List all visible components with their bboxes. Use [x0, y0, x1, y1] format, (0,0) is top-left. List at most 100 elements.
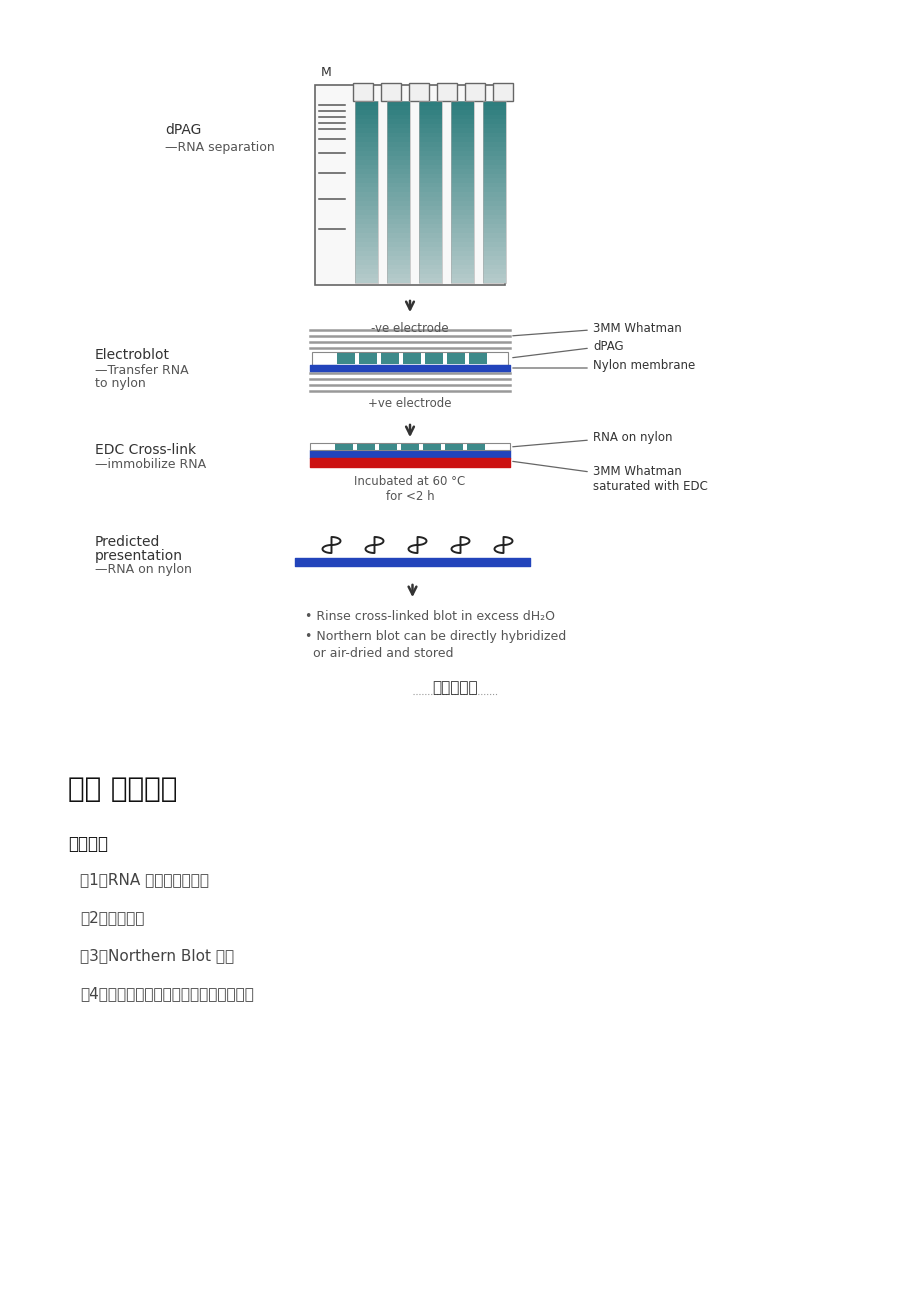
- Polygon shape: [355, 260, 378, 264]
- Polygon shape: [387, 102, 410, 105]
- Polygon shape: [418, 164, 441, 169]
- Text: -ve electrode: -ve electrode: [370, 322, 448, 335]
- Polygon shape: [482, 169, 505, 173]
- Polygon shape: [423, 444, 440, 449]
- Polygon shape: [450, 142, 473, 147]
- Polygon shape: [450, 156, 473, 160]
- Polygon shape: [450, 133, 473, 138]
- Polygon shape: [387, 111, 410, 115]
- Text: —immobilize RNA: —immobilize RNA: [95, 458, 206, 471]
- Polygon shape: [355, 251, 378, 255]
- Polygon shape: [482, 129, 505, 133]
- Polygon shape: [387, 270, 410, 273]
- Polygon shape: [482, 182, 505, 187]
- Polygon shape: [418, 251, 441, 255]
- Polygon shape: [387, 191, 410, 197]
- Polygon shape: [418, 201, 441, 206]
- Polygon shape: [450, 255, 473, 260]
- Polygon shape: [418, 197, 441, 201]
- Polygon shape: [387, 242, 410, 246]
- Polygon shape: [355, 156, 378, 160]
- Polygon shape: [418, 246, 441, 251]
- Polygon shape: [418, 264, 441, 270]
- Text: RNA on nylon: RNA on nylon: [593, 431, 672, 444]
- Polygon shape: [482, 273, 505, 279]
- Polygon shape: [482, 279, 505, 283]
- Polygon shape: [387, 260, 410, 264]
- Polygon shape: [355, 178, 378, 182]
- Text: （3）Northern Blot 实验: （3）Northern Blot 实验: [80, 948, 233, 963]
- Polygon shape: [482, 237, 505, 242]
- Polygon shape: [401, 444, 418, 449]
- Polygon shape: [418, 228, 441, 233]
- Polygon shape: [450, 228, 473, 233]
- Polygon shape: [418, 255, 441, 260]
- Text: dPAG: dPAG: [165, 122, 201, 137]
- Text: • Rinse cross-linked blot in excess dH₂O: • Rinse cross-linked blot in excess dH₂O: [305, 611, 554, 622]
- Polygon shape: [387, 156, 410, 160]
- Text: —RNA separation: —RNA separation: [165, 142, 275, 155]
- Text: to nylon: to nylon: [95, 376, 145, 389]
- Polygon shape: [387, 133, 410, 138]
- Polygon shape: [482, 215, 505, 219]
- Polygon shape: [310, 443, 509, 450]
- Polygon shape: [418, 111, 441, 115]
- Text: Electroblot: Electroblot: [95, 348, 170, 362]
- Polygon shape: [355, 228, 378, 233]
- Polygon shape: [355, 115, 378, 120]
- Polygon shape: [418, 142, 441, 147]
- Polygon shape: [482, 102, 505, 105]
- Text: EDC Cross-link: EDC Cross-link: [95, 443, 196, 457]
- Polygon shape: [482, 191, 505, 197]
- Polygon shape: [482, 233, 505, 237]
- Polygon shape: [403, 353, 421, 365]
- Polygon shape: [355, 201, 378, 206]
- Polygon shape: [355, 242, 378, 246]
- Polygon shape: [387, 237, 410, 242]
- Polygon shape: [387, 219, 410, 224]
- Polygon shape: [482, 124, 505, 129]
- Polygon shape: [469, 353, 486, 365]
- Polygon shape: [482, 105, 505, 111]
- Polygon shape: [447, 353, 464, 365]
- Polygon shape: [450, 178, 473, 182]
- Polygon shape: [418, 242, 441, 246]
- Polygon shape: [418, 147, 441, 151]
- Polygon shape: [418, 151, 441, 156]
- Polygon shape: [450, 164, 473, 169]
- Polygon shape: [482, 210, 505, 215]
- Polygon shape: [387, 251, 410, 255]
- Polygon shape: [387, 182, 410, 187]
- Polygon shape: [482, 260, 505, 264]
- Polygon shape: [418, 191, 441, 197]
- Polygon shape: [450, 260, 473, 264]
- Polygon shape: [450, 246, 473, 251]
- Polygon shape: [418, 215, 441, 219]
- Polygon shape: [418, 124, 441, 129]
- Polygon shape: [418, 138, 441, 142]
- Polygon shape: [355, 219, 378, 224]
- Polygon shape: [450, 201, 473, 206]
- Polygon shape: [450, 215, 473, 219]
- Polygon shape: [482, 147, 505, 151]
- Polygon shape: [450, 120, 473, 124]
- Polygon shape: [355, 210, 378, 215]
- Polygon shape: [418, 233, 441, 237]
- Polygon shape: [387, 215, 410, 219]
- Text: Nylon membrane: Nylon membrane: [593, 359, 695, 372]
- Polygon shape: [467, 444, 484, 449]
- Polygon shape: [418, 156, 441, 160]
- Polygon shape: [450, 191, 473, 197]
- Text: —Transfer RNA: —Transfer RNA: [95, 363, 188, 376]
- Polygon shape: [482, 206, 505, 210]
- Polygon shape: [450, 206, 473, 210]
- Polygon shape: [482, 156, 505, 160]
- Polygon shape: [450, 160, 473, 164]
- Polygon shape: [482, 160, 505, 164]
- Polygon shape: [493, 83, 513, 102]
- Polygon shape: [482, 201, 505, 206]
- Polygon shape: [418, 182, 441, 187]
- Polygon shape: [387, 151, 410, 156]
- Polygon shape: [387, 210, 410, 215]
- Polygon shape: [355, 173, 378, 178]
